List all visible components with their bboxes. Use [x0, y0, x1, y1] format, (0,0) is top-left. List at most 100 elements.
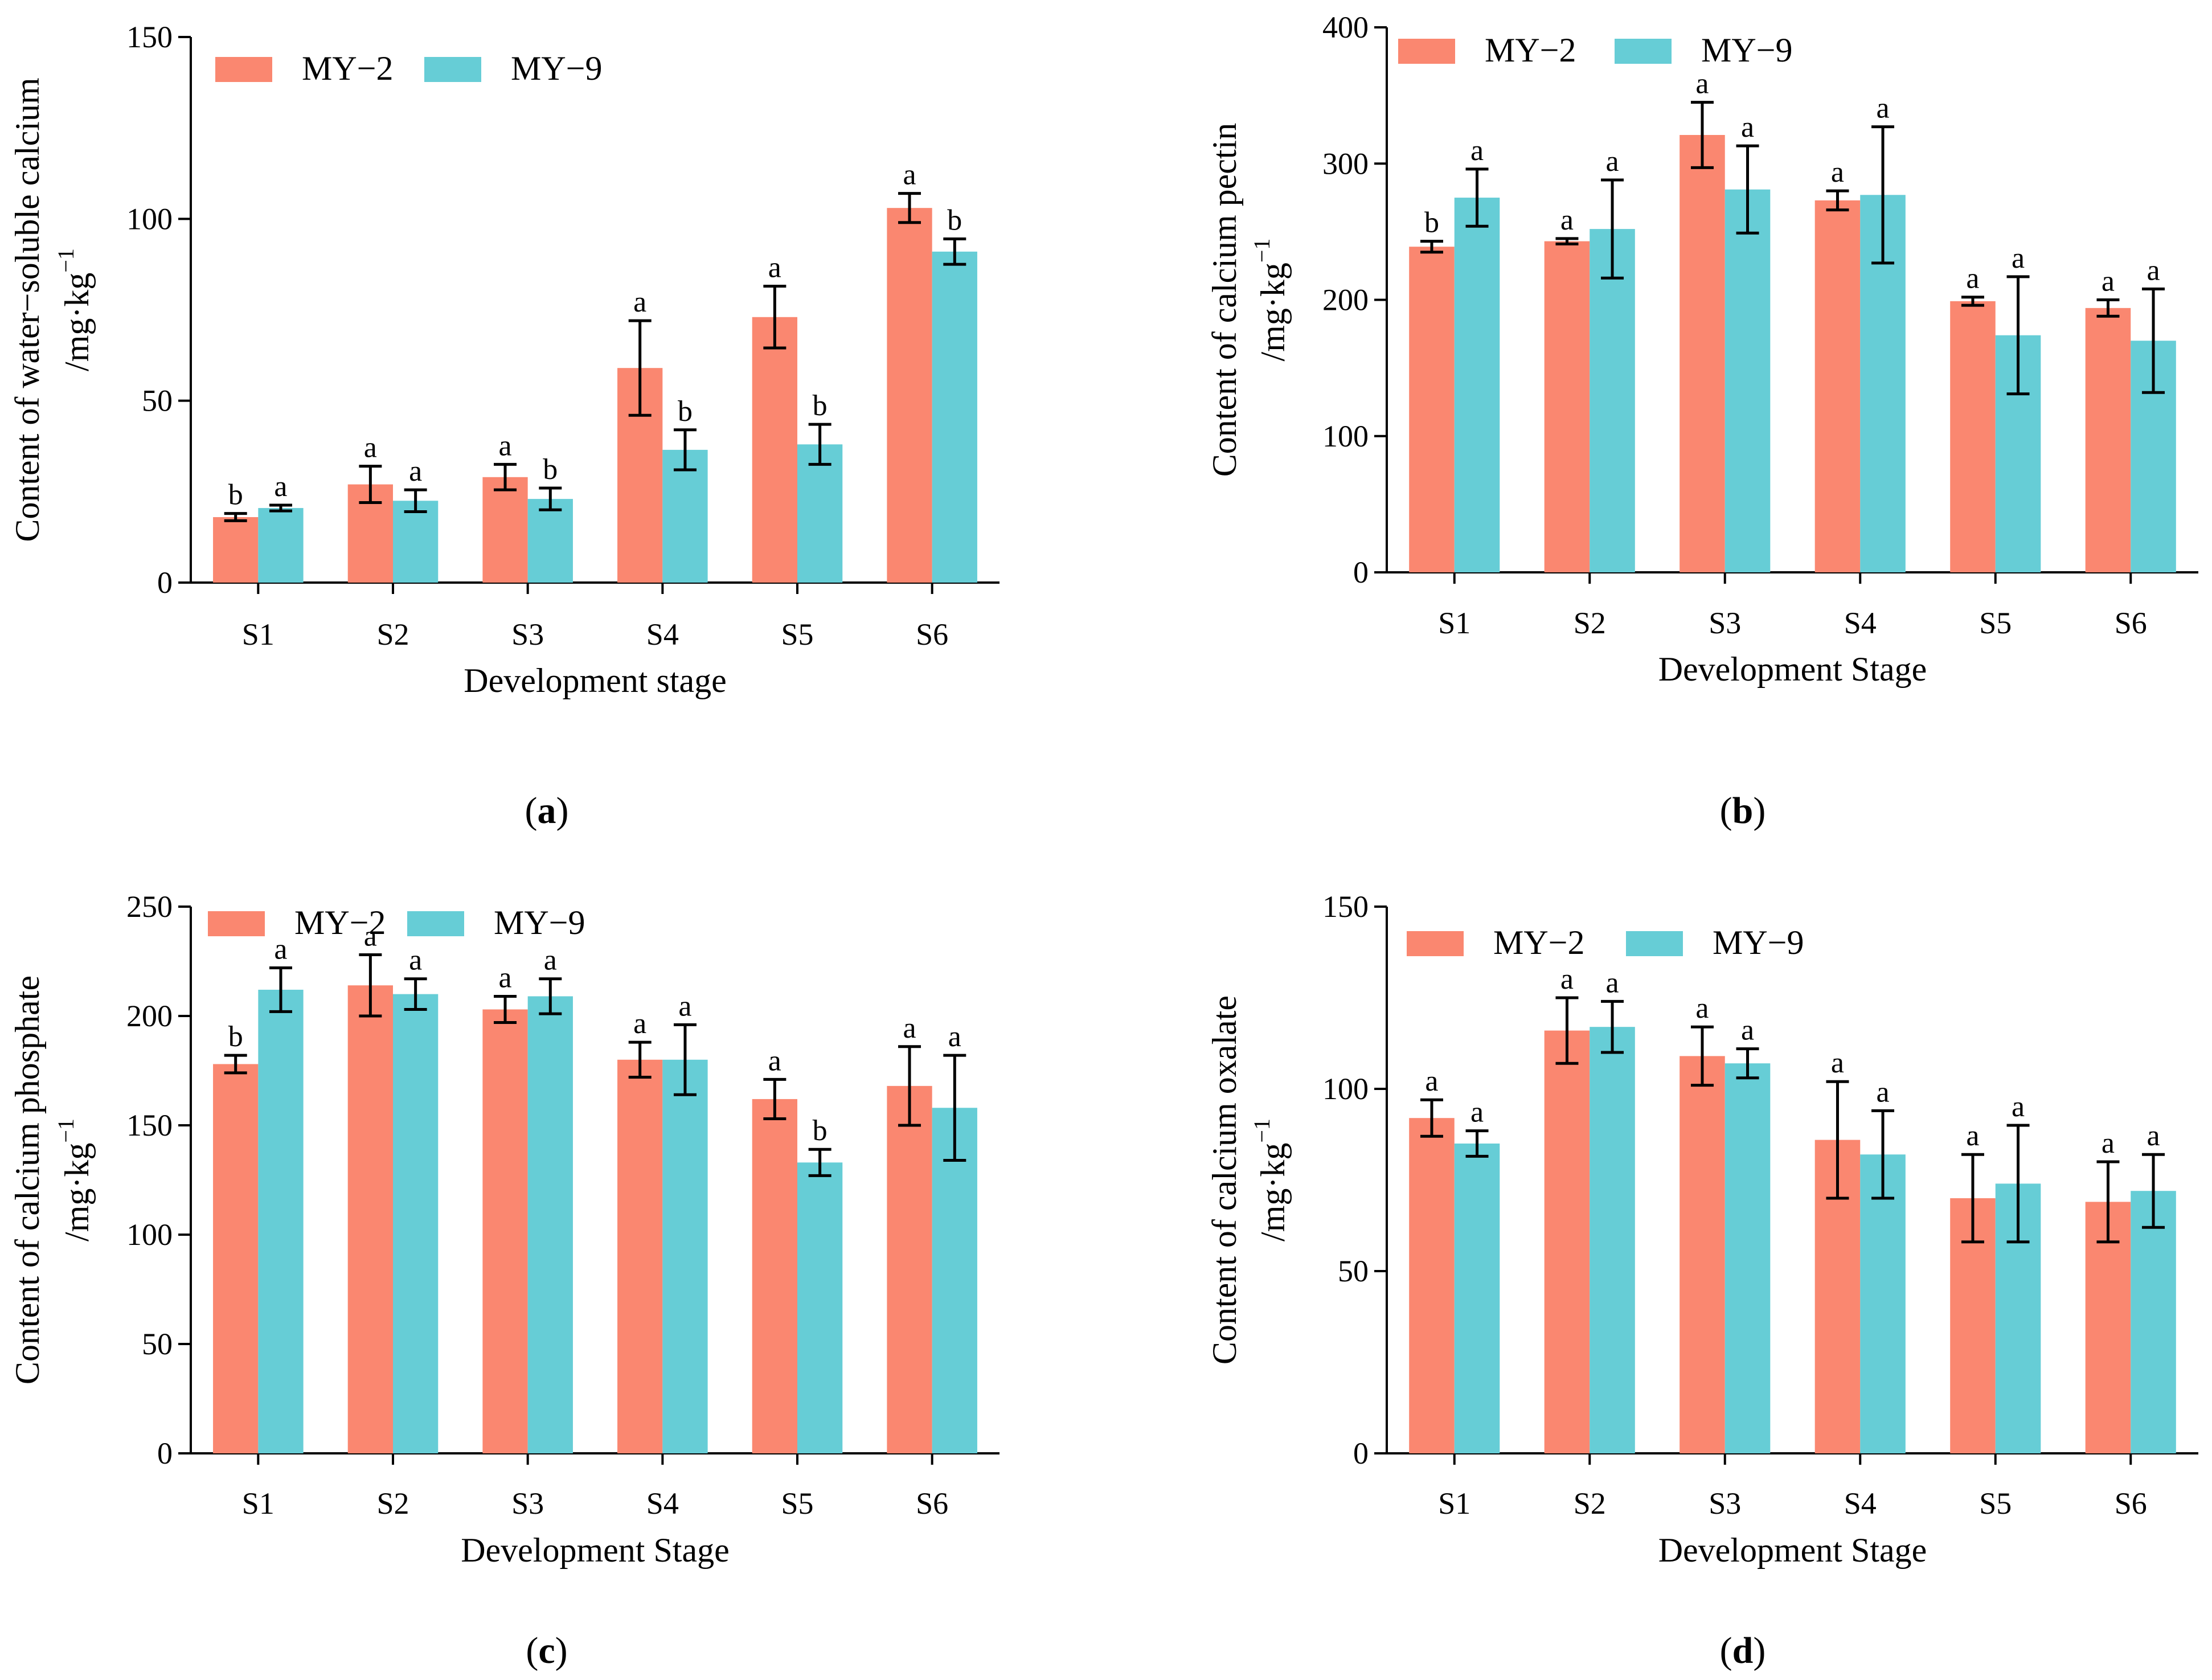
y-tick-label: 200: [126, 999, 173, 1033]
caption-open-paren: (: [1720, 1630, 1732, 1671]
y-axis-unit-text: /mg·kg: [1254, 1143, 1292, 1241]
panel-caption: (d): [1720, 1630, 1766, 1671]
y-tick-label: 250: [126, 890, 173, 924]
significance-letter: a: [2012, 1091, 2025, 1123]
legend-label: MY−2: [294, 904, 386, 941]
y-axis-unit: /mg·kg−1: [1249, 1118, 1292, 1241]
y-tick-label: 0: [157, 566, 173, 600]
y-tick-label: 200: [1322, 283, 1369, 317]
x-tick-label: S6: [916, 1486, 948, 1521]
x-tick-label: S4: [1844, 606, 1877, 640]
caption-close-paren: ): [556, 790, 569, 831]
significance-letter: a: [1831, 1047, 1844, 1079]
bar-my9: [1724, 1063, 1771, 1453]
panel-caption: (a): [525, 790, 569, 831]
significance-letter: b: [813, 1114, 828, 1147]
bar-my2: [213, 1064, 259, 1453]
significance-letter: a: [678, 990, 691, 1022]
bar-my9: [258, 989, 304, 1453]
y-axis-unit-exponent: −1: [1249, 239, 1275, 263]
x-tick-label: S5: [1979, 606, 2012, 640]
caption-close-paren: ): [555, 1630, 568, 1671]
caption-letter: a: [538, 790, 556, 831]
y-axis-unit: /mg·kg−1: [1249, 239, 1292, 362]
significance-letter: a: [1470, 1096, 1484, 1129]
legend-swatch-my2: [1407, 931, 1464, 956]
bar-my9: [932, 1108, 977, 1453]
significance-letter: a: [2102, 1127, 2115, 1159]
bar-my2: [887, 208, 932, 583]
legend-label: MY−9: [494, 904, 585, 941]
caption-open-paren: (: [1720, 790, 1732, 831]
x-tick-label: S5: [781, 1486, 813, 1521]
y-tick-label: 50: [1338, 1254, 1369, 1288]
y-tick-label: 0: [157, 1436, 173, 1470]
panel-caption: (b): [1720, 790, 1766, 831]
significance-letter: a: [2012, 242, 2025, 274]
legend-label: MY−2: [1485, 31, 1576, 69]
significance-letter: a: [1560, 204, 1574, 236]
bar-my2: [617, 1059, 663, 1453]
caption-letter: b: [1732, 790, 1754, 831]
y-tick-label: 50: [142, 1327, 173, 1361]
x-tick-label: S1: [1438, 606, 1470, 640]
caption-letter: d: [1732, 1630, 1754, 1671]
x-tick-label: S4: [1844, 1486, 1877, 1521]
significance-letter: a: [633, 286, 646, 318]
legend-swatch-my9: [424, 57, 481, 82]
caption-close-paren: ): [1753, 1630, 1765, 1671]
significance-letter: a: [768, 1044, 781, 1077]
bar-my2: [1409, 1118, 1455, 1453]
significance-letter: a: [1605, 145, 1619, 178]
caption-close-paren: ): [1753, 790, 1765, 831]
bar-my2: [482, 477, 528, 583]
bar-my9: [1860, 1154, 1906, 1453]
x-tick-label: S3: [1709, 1486, 1741, 1521]
bar-my2: [752, 317, 797, 583]
y-axis-title: Content of calcium pectin: [1206, 123, 1243, 477]
x-tick-label: S2: [376, 1486, 409, 1521]
bar-my9: [1724, 189, 1771, 572]
x-tick-label: S1: [242, 617, 275, 651]
panel-caption: (c): [526, 1630, 567, 1671]
y-axis-unit-text: /mg·kg: [58, 1143, 96, 1241]
significance-letter: a: [1470, 134, 1484, 167]
legend-swatch-my2: [215, 57, 272, 82]
x-tick-label: S1: [242, 1486, 275, 1521]
y-axis-title: Content of water−soluble calcium: [9, 77, 46, 542]
x-tick-label: S3: [511, 1486, 544, 1521]
y-tick-label: 150: [126, 20, 173, 54]
legend-label: MY−2: [302, 50, 394, 87]
bar-my2: [2085, 308, 2131, 572]
significance-letter: a: [274, 933, 287, 966]
x-tick-label: S6: [916, 617, 948, 651]
bar-my2: [213, 517, 259, 583]
y-tick-label: 150: [1322, 890, 1369, 924]
bar-my9: [1590, 229, 1635, 573]
significance-letter: a: [274, 470, 287, 503]
bar-my9: [1590, 1027, 1635, 1453]
significance-letter: a: [1605, 966, 1619, 999]
legend-swatch-my9: [1626, 931, 1683, 956]
bar-my2: [1544, 241, 1590, 572]
significance-letter: a: [1966, 263, 1979, 295]
x-tick-label: S2: [376, 617, 409, 651]
significance-letter: a: [903, 159, 916, 191]
legend-swatch-my9: [407, 911, 464, 936]
significance-letter: b: [813, 390, 828, 422]
y-axis-unit: /mg·kg−1: [53, 1118, 96, 1241]
caption-open-paren: (: [525, 790, 538, 831]
bar-my9: [258, 508, 304, 583]
legend-label: MY−9: [1713, 924, 1804, 961]
bar-my9: [932, 251, 977, 583]
significance-letter: a: [2147, 1120, 2160, 1152]
x-tick-label: S4: [646, 617, 679, 651]
significance-letter: a: [2147, 254, 2160, 286]
significance-letter: b: [1424, 207, 1439, 239]
bar-my2: [752, 1099, 797, 1453]
x-tick-label: S6: [2115, 606, 2147, 640]
